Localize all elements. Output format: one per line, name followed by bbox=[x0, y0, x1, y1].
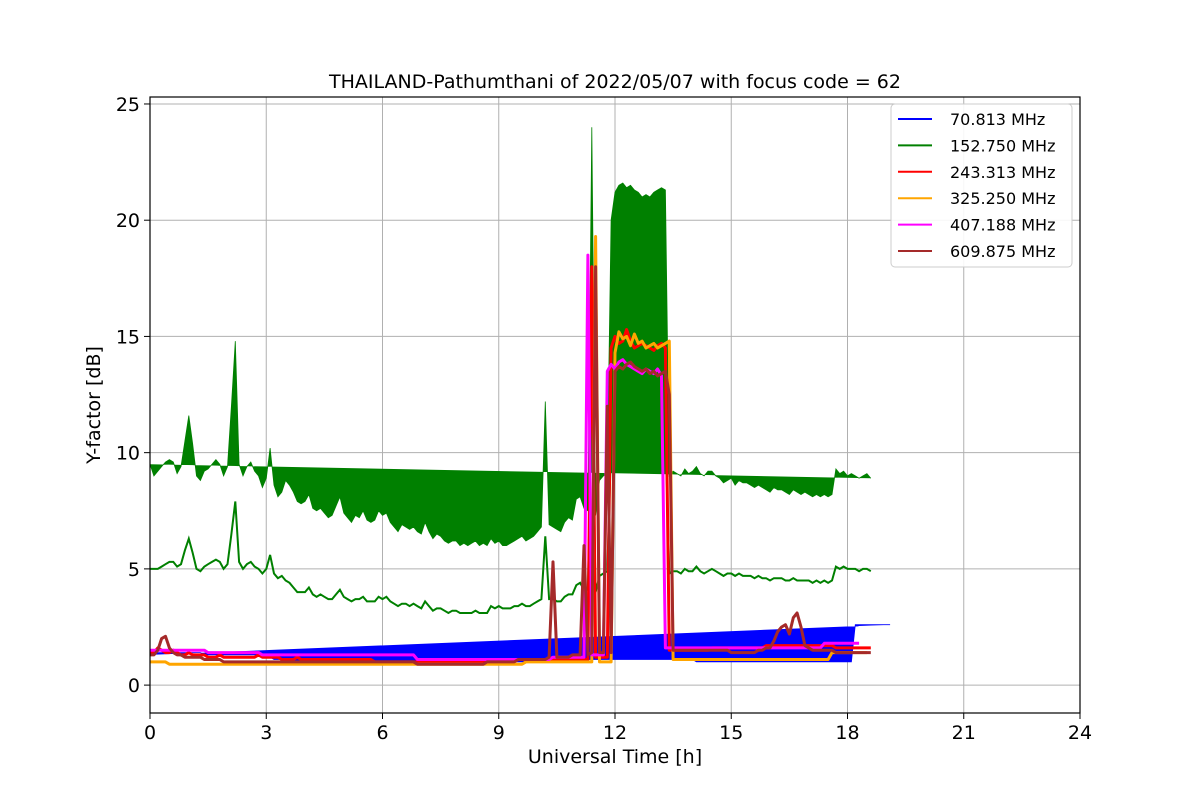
y-tick-label: 0 bbox=[128, 675, 140, 697]
x-tick-label: 3 bbox=[260, 722, 272, 744]
y-axis-label: Y-factor [dB] bbox=[83, 346, 105, 465]
series-line bbox=[150, 253, 860, 661]
x-axis: 0 3 6 9 12 15 18 21 24 bbox=[144, 713, 1092, 744]
series-line bbox=[150, 235, 867, 666]
legend-box bbox=[890, 103, 1073, 268]
x-tick-label: 6 bbox=[376, 722, 388, 744]
y-tick-label: 20 bbox=[116, 210, 140, 232]
legend-label: 325.250 MHz bbox=[950, 189, 1055, 208]
y-tick-label: 5 bbox=[128, 559, 140, 581]
series-layer bbox=[150, 127, 891, 666]
legend-label: 70.813 MHz bbox=[950, 110, 1045, 129]
series-band bbox=[150, 127, 872, 547]
series-4 bbox=[150, 235, 867, 666]
x-axis-label: Universal Time [h] bbox=[528, 746, 702, 768]
y-tick-label: 15 bbox=[116, 326, 140, 348]
chart-title: THAILAND-Pathumthani of 2022/05/07 with … bbox=[328, 71, 901, 93]
x-tick-label: 12 bbox=[603, 722, 627, 744]
series-2 bbox=[150, 127, 872, 615]
y-tick-label: 10 bbox=[116, 443, 140, 465]
x-tick-label: 9 bbox=[493, 722, 505, 744]
x-tick-label: 0 bbox=[144, 722, 156, 744]
x-tick-label: 21 bbox=[952, 722, 976, 744]
legend-label: 407.188 MHz bbox=[950, 216, 1055, 235]
legend-label: 152.750 MHz bbox=[950, 136, 1055, 155]
series-line bbox=[150, 265, 871, 666]
series-5 bbox=[150, 253, 860, 661]
x-tick-label: 18 bbox=[835, 722, 859, 744]
legend-label: 609.875 MHz bbox=[950, 242, 1055, 261]
x-tick-label: 15 bbox=[719, 722, 743, 744]
y-axis: 0 5 10 15 20 25 bbox=[116, 94, 150, 697]
legend: 70.813 MHz 152.750 MHz 243.313 MHz 325.250 … bbox=[890, 103, 1073, 268]
legend-label: 243.313 MHz bbox=[950, 163, 1055, 182]
series-band bbox=[150, 624, 891, 663]
series-line bbox=[150, 399, 872, 615]
series-1 bbox=[150, 624, 891, 663]
plot-area bbox=[150, 127, 891, 666]
x-tick-label: 24 bbox=[1068, 722, 1092, 744]
y-tick-label: 25 bbox=[116, 94, 140, 116]
series-6 bbox=[150, 265, 871, 666]
